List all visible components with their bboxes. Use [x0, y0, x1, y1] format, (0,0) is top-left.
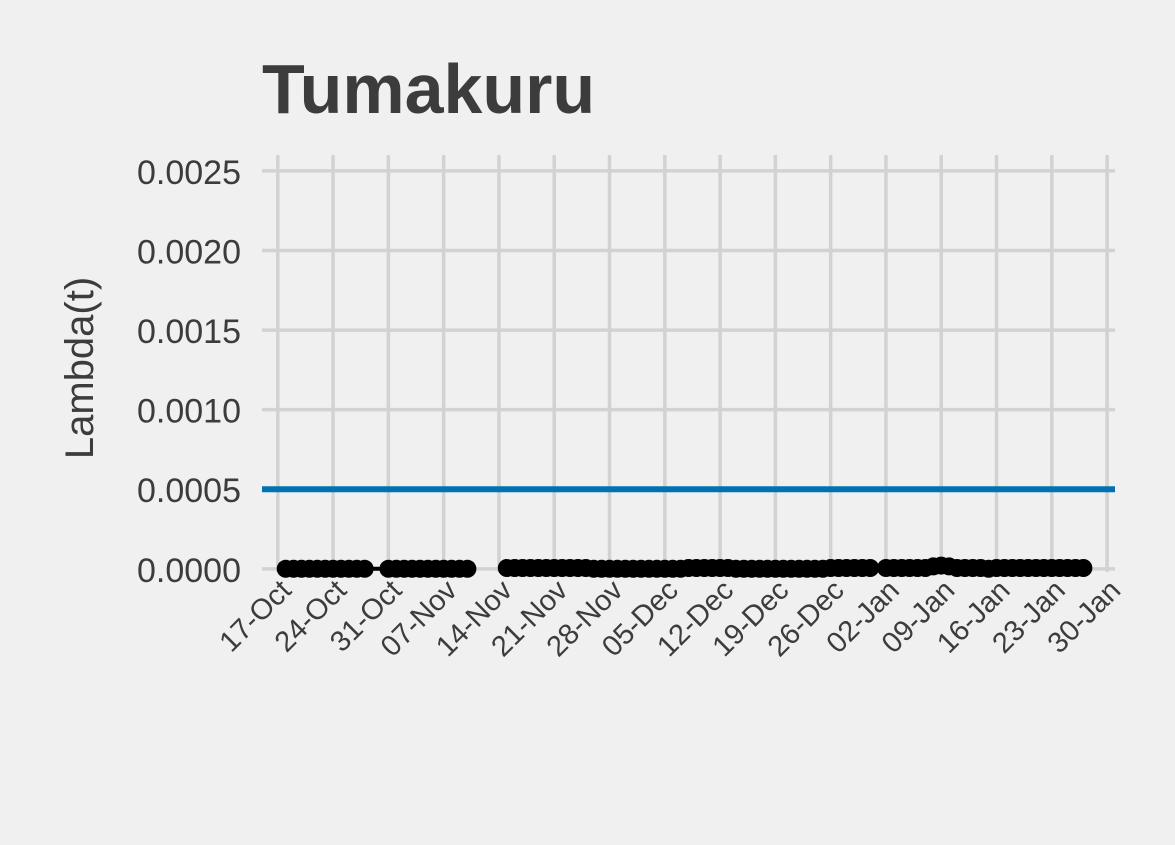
y-tick-label: 0.0015: [137, 313, 241, 351]
y-axis-label: Lambda(t): [58, 277, 102, 459]
grid: [262, 155, 1115, 572]
y-tick-label: 0.0025: [137, 154, 241, 192]
data-point: [458, 559, 477, 578]
y-tick-label: 0.0020: [137, 233, 241, 271]
y-tick-label: 0.0000: [137, 552, 241, 590]
y-tick-label: 0.0010: [137, 393, 241, 431]
data-point: [1074, 559, 1093, 577]
chart-title: Tumakuru: [262, 50, 595, 128]
data-point: [355, 559, 374, 578]
series-layer: [276, 556, 1093, 578]
data-point: [861, 559, 880, 577]
y-tick-label: 0.0005: [137, 472, 241, 510]
